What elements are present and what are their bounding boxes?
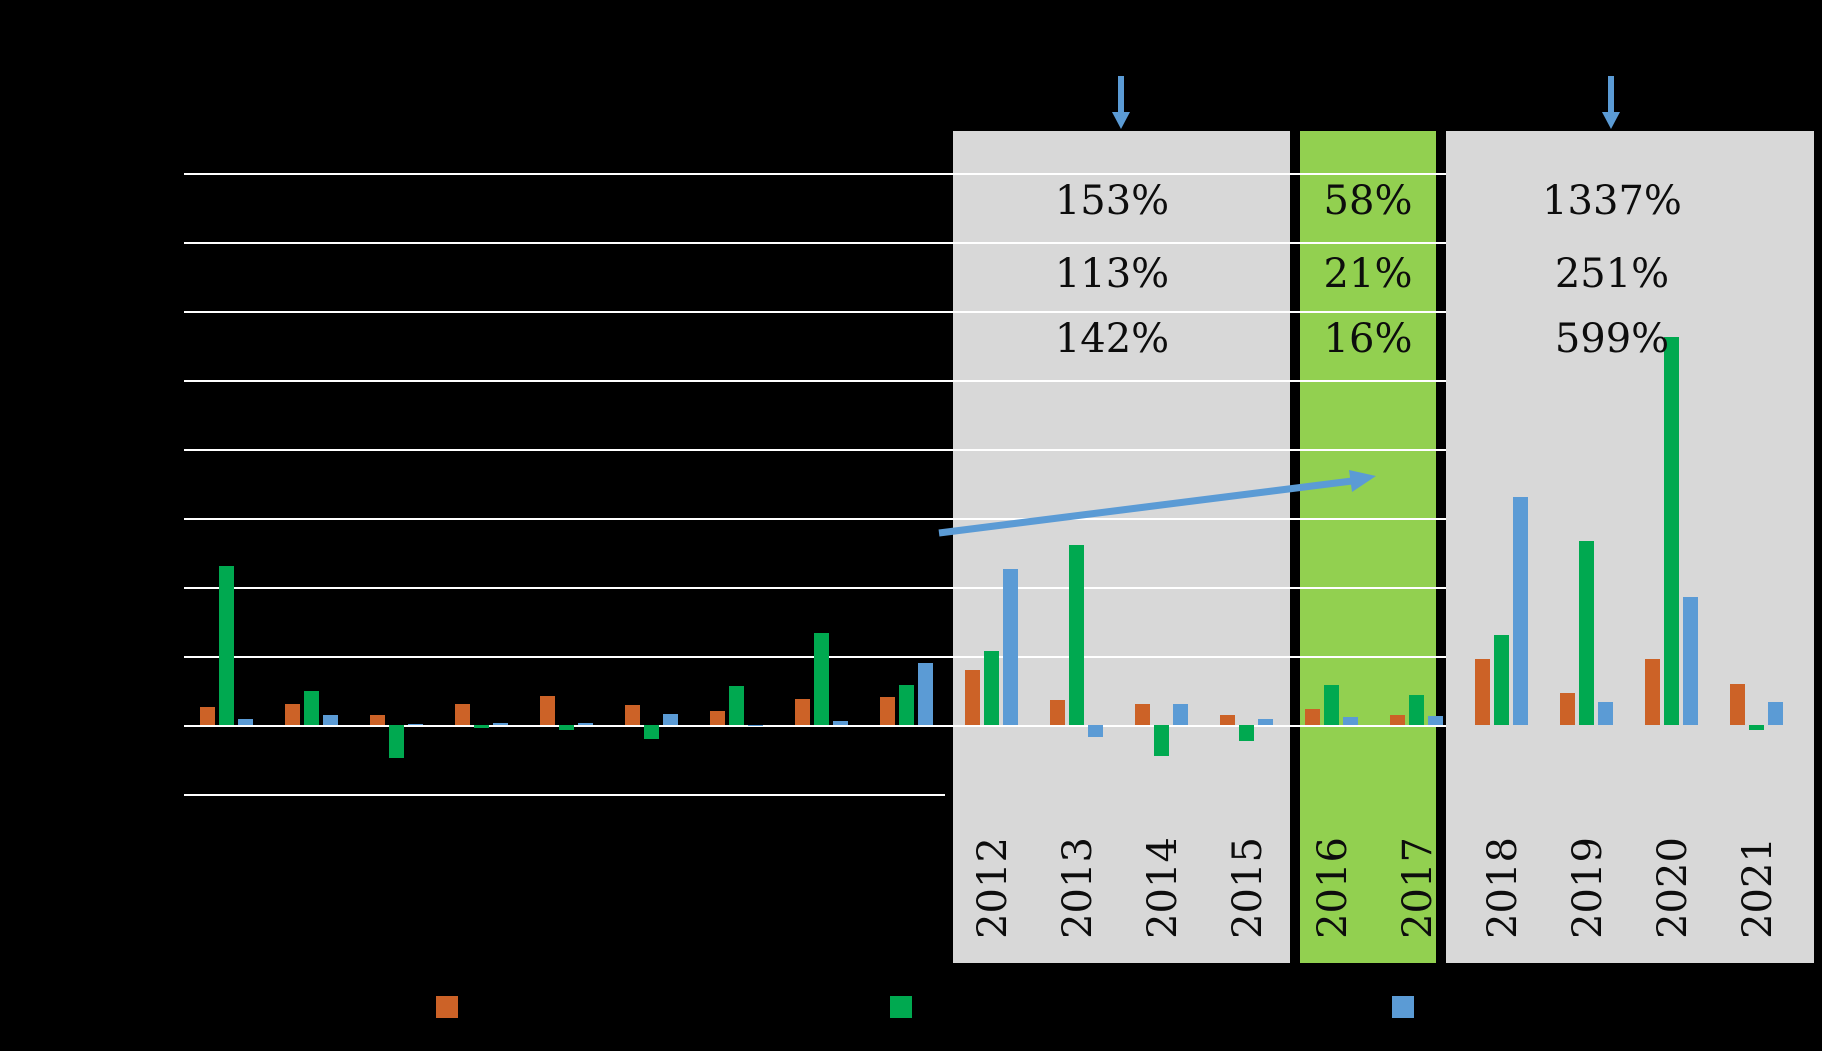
gridline [184, 242, 1446, 244]
bar-2015-orange [1219, 714, 1235, 725]
legend-swatch-orange [436, 996, 458, 1018]
bar-2009-orange [709, 711, 725, 725]
gridline [184, 725, 1446, 727]
bar-2017-orange [1389, 714, 1405, 725]
trend-arrow-icon [938, 470, 1376, 537]
bar-2013-green [1068, 544, 1084, 725]
annotation-2018-2021-row2: 251% [1554, 251, 1670, 297]
annotation-2016-2017-row3: 16% [1323, 316, 1413, 362]
bar-2008-green [643, 725, 659, 740]
bar-2011-orange [879, 696, 895, 725]
bar-2003-green [218, 566, 234, 725]
bar-2021-green [1748, 725, 1764, 730]
annotation-2018-2021-row3: 599% [1554, 316, 1670, 362]
gridline [184, 518, 1446, 520]
bar-2008-orange [624, 704, 640, 725]
bar-2017-blue [1427, 716, 1443, 725]
bar-2007-blue [577, 722, 593, 725]
bar-2003-blue [237, 719, 253, 725]
bar-2007-orange [539, 696, 555, 725]
bar-2004-green [303, 691, 319, 725]
bar-2012-orange [964, 669, 980, 725]
bar-2006-orange [454, 703, 470, 725]
bar-2014-orange [1134, 703, 1150, 725]
bar-2005-orange [369, 715, 385, 725]
bar-2010-orange [794, 698, 810, 725]
bar-2020-blue [1682, 596, 1698, 725]
bar-2005-green [388, 725, 404, 759]
bar-2020-orange [1644, 659, 1660, 725]
bar-2004-blue [322, 714, 338, 725]
annotation-2012-2015-row1: 153% [1054, 178, 1170, 224]
gridline [184, 587, 1446, 589]
bar-2015-blue [1257, 719, 1273, 725]
bar-2007-green [558, 725, 574, 730]
gridline [184, 380, 1446, 382]
bar-2019-orange [1559, 693, 1575, 725]
bar-2013-orange [1049, 700, 1065, 725]
gridline [184, 173, 1446, 175]
bar-2004-orange [284, 704, 300, 725]
bar-2019-green [1578, 540, 1594, 725]
annotation-2016-2017-row1: 58% [1323, 178, 1413, 224]
bar-2011-green [898, 684, 914, 725]
down-arrow-icon [1112, 76, 1130, 129]
annotation-2018-2021-row1: 1337% [1542, 178, 1682, 224]
bar-2016-green [1323, 684, 1339, 725]
bar-2016-orange [1304, 709, 1320, 725]
bar-2014-blue [1172, 703, 1188, 725]
gridline [184, 311, 1446, 313]
bar-2013-blue [1087, 725, 1103, 737]
bar-2012-blue [1002, 569, 1018, 725]
annotation-2016-2017-row2: 21% [1323, 251, 1413, 297]
bar-2010-green [813, 633, 829, 725]
bar-2018-green [1493, 634, 1509, 725]
annotation-2012-2015-row2: 113% [1054, 251, 1170, 297]
bar-2006-green [473, 725, 489, 729]
bar-2021-orange [1729, 683, 1745, 725]
legend-swatch-green [890, 996, 912, 1018]
bar-2017-green [1408, 695, 1424, 725]
bar-2012-green [983, 651, 999, 725]
bar-2010-blue [832, 720, 848, 725]
bar-2006-blue [492, 722, 508, 725]
bar-2003-orange [199, 707, 215, 725]
bar-2020-green [1663, 337, 1679, 725]
bar-2018-orange [1474, 659, 1490, 725]
bar-2019-blue [1597, 701, 1613, 725]
bar-2016-blue [1342, 716, 1358, 725]
highlight-box-2018-2021 [1446, 131, 1814, 963]
down-arrow-icon [1602, 76, 1620, 129]
bar-2014-green [1153, 725, 1169, 757]
legend-swatch-blue [1392, 996, 1414, 1018]
bar-2018-blue [1512, 497, 1528, 725]
gridline-below-zero [184, 794, 945, 796]
bar-2011-blue [917, 662, 933, 725]
annotation-2012-2015-row3: 142% [1054, 316, 1170, 362]
bar-2009-blue [747, 725, 763, 727]
bar-2008-blue [662, 713, 678, 725]
bar-2021-blue [1767, 702, 1783, 725]
bar-2005-blue [407, 723, 423, 725]
gridline [184, 449, 1446, 451]
bar-2009-green [728, 685, 744, 725]
bar-2015-green [1238, 725, 1254, 741]
